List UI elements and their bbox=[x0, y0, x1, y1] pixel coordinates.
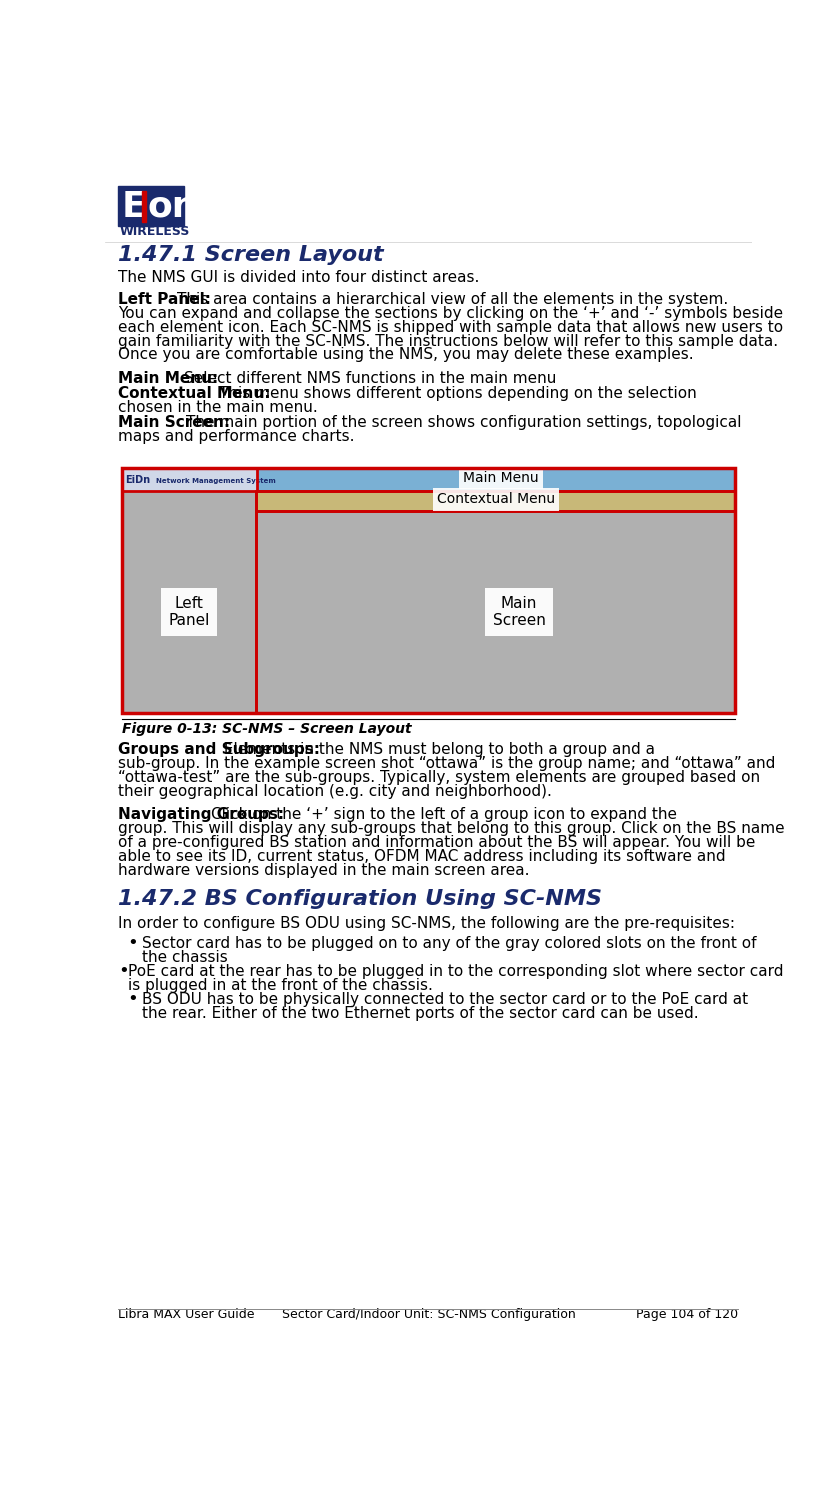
Text: This area contains a hierarchical view of all the elements in the system.: This area contains a hierarchical view o… bbox=[177, 292, 729, 308]
Text: Main
Screen: Main Screen bbox=[492, 596, 546, 628]
Text: of a pre-configured BS station and information about the BS will appear. You wil: of a pre-configured BS station and infor… bbox=[119, 836, 756, 850]
Text: their geographical location (e.g. city and neighborhood).: their geographical location (e.g. city a… bbox=[119, 784, 553, 800]
Text: Once you are comfortable using the NMS, you may delete these examples.: Once you are comfortable using the NMS, … bbox=[119, 348, 694, 363]
Bar bbox=[257, 490, 736, 512]
Bar bbox=[121, 468, 736, 712]
Text: You can expand and collapse the sections by clicking on the ‘+’ and ‘-’ symbols : You can expand and collapse the sections… bbox=[119, 306, 783, 321]
Text: Contextual Menu:: Contextual Menu: bbox=[119, 386, 271, 400]
Text: The NMS GUI is divided into four distinct areas.: The NMS GUI is divided into four distinc… bbox=[119, 270, 480, 285]
Text: Left Panel:: Left Panel: bbox=[119, 292, 212, 308]
Text: This menu shows different options depending on the selection: This menu shows different options depend… bbox=[219, 386, 697, 400]
Text: PoE card at the rear has to be plugged in to the corresponding slot where sector: PoE card at the rear has to be plugged i… bbox=[128, 964, 783, 980]
Text: the rear. Either of the two Ethernet ports of the sector card can be used.: the rear. Either of the two Ethernet por… bbox=[141, 1007, 698, 1022]
Text: •: • bbox=[128, 934, 139, 952]
Text: 1.47.2 BS Configuration Using SC-NMS: 1.47.2 BS Configuration Using SC-NMS bbox=[119, 890, 603, 909]
Bar bbox=[257, 512, 736, 712]
Text: Groups and Subgroups:: Groups and Subgroups: bbox=[119, 742, 320, 758]
Text: maps and performance charts.: maps and performance charts. bbox=[119, 429, 355, 444]
Text: on: on bbox=[148, 190, 198, 224]
Text: Page 104 of 120: Page 104 of 120 bbox=[636, 1308, 738, 1322]
Text: Click on the ‘+’ sign to the left of a group icon to expand the: Click on the ‘+’ sign to the left of a g… bbox=[212, 807, 677, 822]
Text: each element icon. Each SC-NMS is shipped with sample data that allows new users: each element icon. Each SC-NMS is shippe… bbox=[119, 320, 783, 334]
Bar bbox=[257, 468, 736, 490]
Bar bbox=[121, 468, 257, 490]
Bar bbox=[121, 468, 736, 712]
Text: chosen in the main menu.: chosen in the main menu. bbox=[119, 400, 319, 416]
Text: Left
Panel: Left Panel bbox=[168, 596, 210, 628]
Text: Network Management System: Network Management System bbox=[156, 478, 276, 484]
Text: In order to configure BS ODU using SC-NMS, the following are the pre-requisites:: In order to configure BS ODU using SC-NM… bbox=[119, 916, 736, 932]
Text: Contextual Menu: Contextual Menu bbox=[437, 492, 555, 507]
Text: is plugged in at the front of the chassis.: is plugged in at the front of the chassi… bbox=[128, 978, 432, 993]
Text: Figure 0-13: SC-NMS – Screen Layout: Figure 0-13: SC-NMS – Screen Layout bbox=[121, 722, 411, 736]
Bar bbox=[141, 190, 146, 222]
Bar bbox=[121, 490, 257, 712]
Text: group. This will display any sub-groups that belong to this group. Click on the : group. This will display any sub-groups … bbox=[119, 821, 785, 836]
Text: Elements in the NMS must belong to both a group and a: Elements in the NMS must belong to both … bbox=[219, 742, 655, 758]
Text: BS ODU has to be physically connected to the sector card or to the PoE card at: BS ODU has to be physically connected to… bbox=[141, 992, 748, 1006]
Text: hardware versions displayed in the main screen area.: hardware versions displayed in the main … bbox=[119, 862, 530, 877]
Text: Main Menu:: Main Menu: bbox=[119, 370, 219, 386]
Text: the chassis: the chassis bbox=[141, 951, 227, 966]
Text: EiDn: EiDn bbox=[125, 476, 150, 486]
Text: The main portion of the screen shows configuration settings, topological: The main portion of the screen shows con… bbox=[186, 416, 742, 430]
Text: “ottawa-test” are the sub-groups. Typically, system elements are grouped based o: “ottawa-test” are the sub-groups. Typica… bbox=[119, 770, 761, 784]
Text: Main Menu: Main Menu bbox=[463, 471, 539, 484]
Text: E: E bbox=[121, 190, 146, 224]
Bar bbox=[257, 490, 736, 512]
Text: able to see its ID, current status, OFDM MAC address including its software and: able to see its ID, current status, OFDM… bbox=[119, 849, 726, 864]
Text: Navigating Groups:: Navigating Groups: bbox=[119, 807, 284, 822]
Bar bbox=[257, 512, 736, 712]
Bar bbox=[257, 468, 736, 490]
Text: 1.47.1 Screen Layout: 1.47.1 Screen Layout bbox=[119, 244, 384, 266]
Text: Libra MAX User Guide: Libra MAX User Guide bbox=[119, 1308, 255, 1322]
Text: •: • bbox=[128, 990, 139, 1008]
Text: Sector card has to be plugged on to any of the gray colored slots on the front o: Sector card has to be plugged on to any … bbox=[141, 936, 757, 951]
Text: gain familiarity with the SC-NMS. The instructions below will refer to this samp: gain familiarity with the SC-NMS. The in… bbox=[119, 333, 778, 348]
Text: •: • bbox=[119, 962, 130, 980]
Text: Main Screen:: Main Screen: bbox=[119, 416, 231, 430]
Text: Sector Card/Indoor Unit: SC-NMS Configuration: Sector Card/Indoor Unit: SC-NMS Configur… bbox=[282, 1308, 575, 1322]
Bar bbox=[119, 186, 184, 226]
Text: Select different NMS functions in the main menu: Select different NMS functions in the ma… bbox=[184, 370, 556, 386]
Text: sub-group. In the example screen shot “ottawa” is the group name; and “ottawa” a: sub-group. In the example screen shot “o… bbox=[119, 756, 776, 771]
Text: WIRELESS: WIRELESS bbox=[120, 225, 191, 237]
Bar bbox=[121, 468, 736, 712]
Bar bbox=[121, 490, 257, 712]
